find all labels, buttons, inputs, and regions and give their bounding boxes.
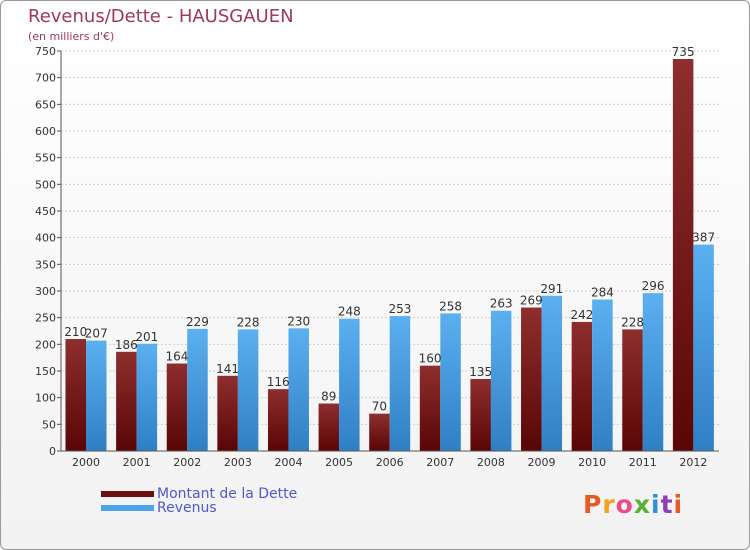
data-label: 201: [135, 330, 158, 344]
legend-label-debt: Montant de la Dette: [157, 486, 298, 502]
bar-dette: [521, 307, 542, 451]
bar-dette: [318, 403, 340, 451]
x-tick-label: 2010: [578, 456, 606, 469]
y-tick-label: 100: [35, 392, 56, 405]
bar-dette: [419, 365, 441, 451]
data-label: 164: [166, 350, 189, 364]
legend-swatch-debt: [101, 491, 154, 497]
x-tick-label: 2007: [426, 456, 454, 469]
y-tick-label: 200: [35, 338, 56, 351]
x-tick-label: 2000: [72, 456, 100, 469]
data-label: 135: [469, 365, 492, 379]
bar-dette: [571, 321, 593, 451]
data-label: 242: [570, 308, 593, 322]
bar-revenus: [642, 293, 664, 451]
x-tick-label: 2004: [274, 456, 302, 469]
y-tick-label: 250: [35, 312, 56, 325]
bar-revenus: [389, 316, 411, 451]
bar-dette: [672, 59, 694, 451]
data-label: 160: [419, 352, 442, 366]
data-label: 284: [591, 286, 614, 300]
y-tick-label: 700: [35, 72, 56, 85]
data-label: 228: [621, 315, 644, 329]
logo-letter: o: [615, 490, 634, 519]
proxiti-logo: Proxiti: [583, 490, 683, 519]
data-label: 269: [520, 294, 543, 308]
data-label: 229: [186, 315, 209, 329]
data-label: 141: [216, 362, 239, 376]
data-label: 116: [267, 375, 290, 389]
x-tick-label: 2009: [528, 456, 556, 469]
x-tick-label: 2005: [325, 456, 353, 469]
bar-dette: [369, 413, 390, 451]
data-label: 207: [85, 327, 108, 341]
y-tick-label: 50: [42, 418, 56, 431]
bar-dette: [166, 363, 188, 451]
bar-dette: [622, 329, 643, 451]
logo-letter: r: [602, 490, 616, 519]
y-tick-label: 600: [35, 125, 56, 138]
x-tick-label: 2008: [477, 456, 505, 469]
bar-revenus: [490, 310, 512, 451]
y-tick-label: 550: [35, 152, 56, 165]
data-label: 186: [115, 338, 138, 352]
bar-revenus: [693, 244, 714, 451]
y-tick-label: 400: [35, 232, 56, 245]
y-tick-label: 500: [35, 178, 56, 191]
bar-revenus: [288, 328, 309, 451]
logo-letter: i: [651, 490, 661, 519]
bar-revenus: [541, 295, 563, 451]
bar-dette: [65, 339, 86, 451]
data-label: 296: [642, 279, 665, 293]
data-label: 263: [490, 297, 513, 311]
x-tick-label: 2006: [376, 456, 404, 469]
bar-revenus: [86, 340, 107, 451]
data-label: 210: [64, 325, 87, 339]
data-label: 248: [338, 305, 361, 319]
chart-title: Revenus/Dette - HAUSGAUEN: [28, 6, 294, 27]
x-tick-label: 2011: [629, 456, 657, 469]
data-label: 70: [372, 400, 387, 414]
y-tick-label: 750: [35, 45, 56, 58]
bar-revenus: [339, 318, 360, 451]
data-label: 258: [439, 299, 462, 313]
y-tick-label: 300: [35, 285, 56, 298]
y-tick-label: 650: [35, 98, 56, 111]
bar-dette: [217, 375, 238, 451]
y-tick-label: 150: [35, 365, 56, 378]
y-tick-label: 0: [49, 445, 56, 458]
y-tick-label: 450: [35, 205, 56, 218]
logo-letter: P: [583, 490, 603, 519]
x-tick-label: 2002: [173, 456, 201, 469]
legend-swatch-revenus: [101, 505, 154, 511]
x-tick-label: 2012: [679, 456, 707, 469]
bar-dette: [470, 379, 491, 451]
chart-subtitle: (en milliers d'€): [28, 30, 115, 43]
data-label: 387: [692, 231, 715, 245]
bar-revenus: [187, 328, 208, 451]
bar-dette: [116, 351, 137, 451]
logo-letter: t: [660, 490, 674, 519]
logo-letter: x: [633, 490, 651, 519]
bar-revenus: [440, 313, 461, 451]
data-label: 253: [388, 302, 411, 316]
data-label: 228: [237, 315, 260, 329]
bar-revenus: [592, 299, 613, 451]
logo-letter: i: [673, 490, 684, 519]
data-label: 291: [540, 282, 563, 296]
bar-revenus: [136, 343, 158, 451]
data-label: 735: [672, 45, 695, 59]
x-tick-label: 2001: [123, 456, 151, 469]
bar-dette: [267, 389, 289, 451]
bar-revenus: [237, 329, 259, 451]
data-label: 89: [321, 390, 336, 404]
x-tick-label: 2003: [224, 456, 252, 469]
data-label: 230: [287, 314, 310, 328]
legend-label-revenus: Revenus: [157, 500, 217, 516]
y-tick-label: 350: [35, 258, 56, 271]
